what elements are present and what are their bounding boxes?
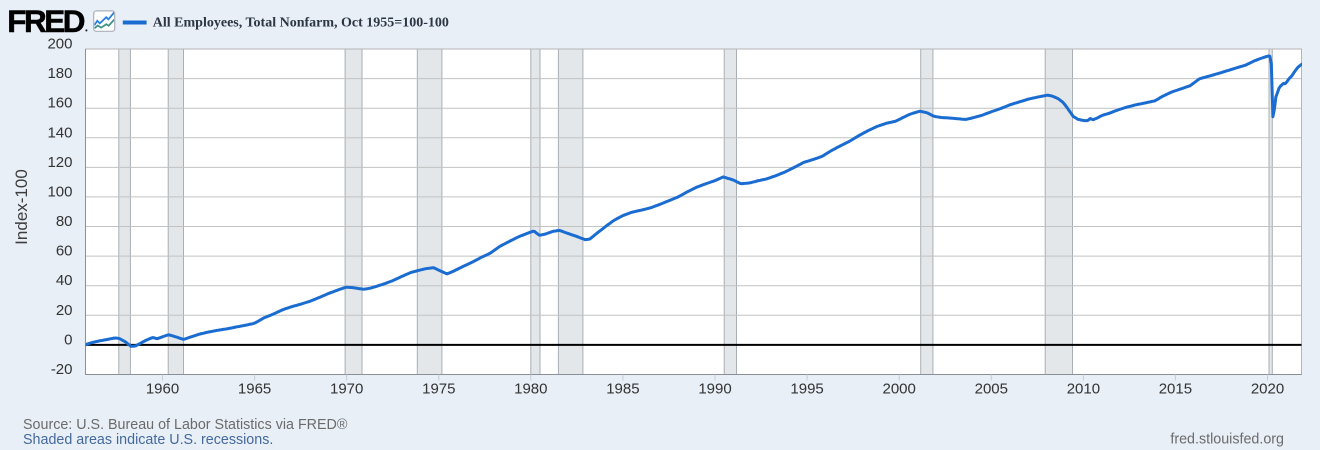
svg-text:2005: 2005 bbox=[975, 381, 1008, 398]
svg-text:1990: 1990 bbox=[698, 381, 731, 398]
svg-text:Shaded areas indicate U.S. rec: Shaded areas indicate U.S. recessions. bbox=[23, 432, 273, 448]
svg-text:1965: 1965 bbox=[238, 381, 271, 398]
svg-text:-20: -20 bbox=[51, 361, 73, 378]
svg-text:1980: 1980 bbox=[514, 381, 547, 398]
svg-text:140: 140 bbox=[47, 124, 72, 141]
svg-text:1970: 1970 bbox=[330, 381, 363, 398]
svg-text:200: 200 bbox=[47, 35, 72, 52]
svg-text:FRED: FRED bbox=[7, 3, 85, 39]
svg-text:160: 160 bbox=[47, 95, 72, 112]
svg-text:All Employees, Total Nonfarm,: All Employees, Total Nonfarm, Oct 1955=1… bbox=[153, 15, 449, 30]
svg-text:100: 100 bbox=[47, 183, 72, 200]
svg-text:20: 20 bbox=[56, 302, 73, 319]
svg-text:2010: 2010 bbox=[1067, 381, 1100, 398]
svg-text:180: 180 bbox=[47, 65, 72, 82]
svg-text:2020: 2020 bbox=[1251, 381, 1284, 398]
svg-text:Index-100: Index-100 bbox=[12, 169, 31, 245]
svg-text:1975: 1975 bbox=[422, 381, 455, 398]
svg-text:1985: 1985 bbox=[606, 381, 639, 398]
svg-text:1960: 1960 bbox=[146, 381, 179, 398]
svg-text:0: 0 bbox=[64, 331, 72, 348]
svg-text:fred.stlouisfed.org: fred.stlouisfed.org bbox=[1170, 432, 1284, 448]
svg-text:Source: U.S. Bureau of Labor S: Source: U.S. Bureau of Labor Statistics … bbox=[23, 417, 348, 433]
svg-text:60: 60 bbox=[56, 243, 73, 260]
svg-text:2000: 2000 bbox=[883, 381, 916, 398]
svg-text:40: 40 bbox=[56, 272, 73, 289]
svg-text:1995: 1995 bbox=[790, 381, 823, 398]
svg-text:2015: 2015 bbox=[1159, 381, 1192, 398]
svg-text:80: 80 bbox=[56, 213, 73, 230]
svg-text:120: 120 bbox=[47, 154, 72, 171]
